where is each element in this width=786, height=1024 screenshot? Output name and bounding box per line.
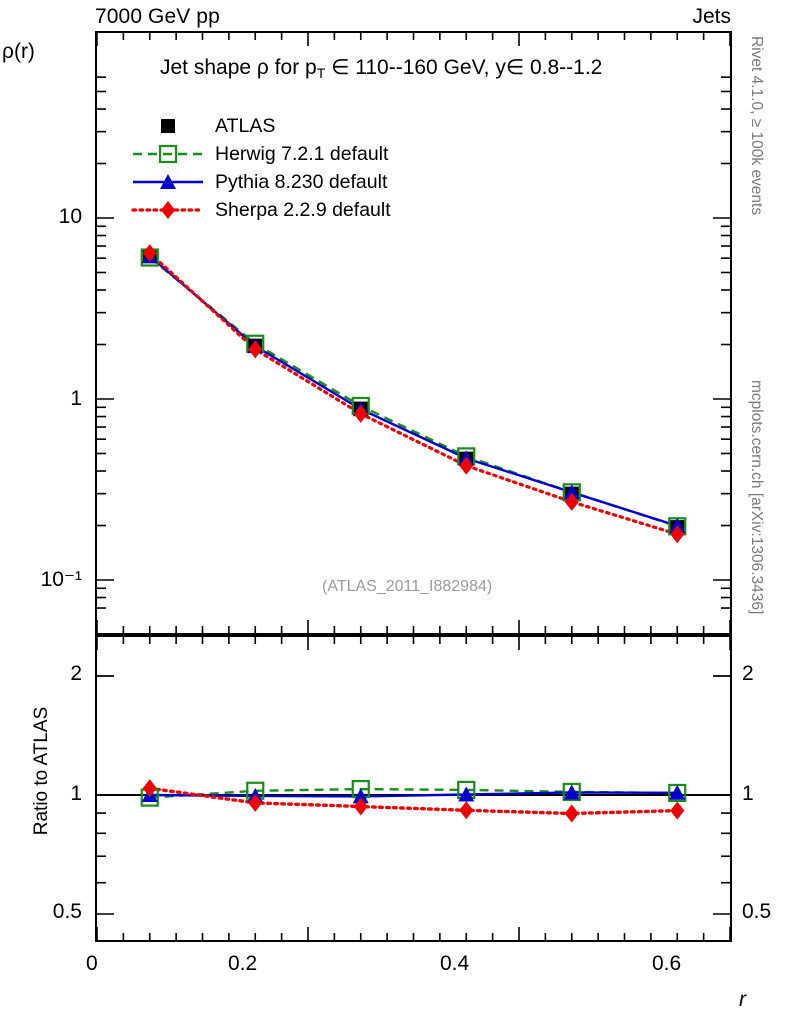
series-line: [149, 256, 678, 528]
plot-title: Jet shape ρ for pT ∈ 110--160 GeV, y∈ 0.…: [160, 55, 602, 81]
data-marker: [352, 788, 369, 804]
ratio-y-tick-label-2-left: 2: [70, 662, 82, 685]
y-tick-label-10: 10: [58, 205, 82, 228]
beam-energy-label: 7000 GeV pp: [95, 5, 220, 28]
ratio-plot-svg: [97, 637, 730, 940]
legend-key-icon: [131, 144, 205, 164]
series-line: [148, 251, 679, 536]
data-marker: [458, 786, 475, 802]
data-marker: [669, 784, 686, 800]
legend-entry[interactable]: ATLAS: [131, 112, 391, 140]
data-marker: [160, 174, 176, 189]
y-tick-label-0p1: 10⁻¹: [40, 568, 82, 591]
legend-entry[interactable]: Sherpa 2.2.9 default: [131, 196, 391, 224]
data-marker: [142, 244, 157, 263]
legend-entry[interactable]: Pythia 8.230 default: [131, 168, 391, 196]
legend-entry[interactable]: Herwig 7.2.1 default: [131, 140, 391, 168]
data-marker: [564, 492, 579, 511]
data-marker: [670, 525, 685, 544]
data-marker: [563, 484, 580, 500]
ratio-series-line: [148, 786, 679, 816]
main-data-curves: [148, 251, 679, 536]
ratio-y-tick-label-0p5-left: 0.5: [52, 900, 82, 923]
plot-title-post: ∈ 110--160 GeV, y∈ 0.8--1.2: [325, 56, 603, 79]
ratio-data-curves: [148, 786, 679, 816]
data-marker: [353, 797, 368, 816]
plot-title-pre: Jet shape ρ for p: [160, 56, 317, 79]
ratio-y-tick-label-1-right: 1: [742, 782, 754, 805]
ratio-plot-panel: [95, 635, 732, 942]
y-axis-title-main: ρ(r): [2, 40, 35, 63]
x-axis-title: r: [739, 988, 746, 1011]
main-axis-ticks: [97, 33, 730, 633]
series-line: [149, 255, 678, 528]
data-marker: [353, 404, 368, 423]
data-marker: [670, 801, 685, 820]
data-marker: [158, 144, 178, 164]
ratio-y-tick-label-1-left: 1: [70, 782, 82, 805]
main-plot-svg: [97, 33, 730, 633]
y-axis-title-ratio: Ratio to ATLAS: [31, 706, 52, 836]
legend-key-icon: [131, 200, 205, 220]
legend: ATLAS Herwig 7.2.1 default Pythia 8.230 de…: [131, 112, 391, 224]
analysis-category-label: Jets: [692, 5, 731, 28]
x-tick-label-0p6: 0.6: [652, 952, 682, 975]
mcplots-reference-label: mcplots.cern.ch [arXiv:1306.3436]: [748, 380, 765, 615]
x-tick-label-0: 0: [86, 952, 98, 975]
analysis-id-watermark: (ATLAS_2011_I882984): [322, 578, 493, 595]
data-marker: [564, 804, 579, 823]
data-marker: [142, 779, 157, 798]
legend-label: ATLAS: [215, 114, 276, 137]
x-tick-label-0p4: 0.4: [440, 952, 470, 975]
data-marker: [248, 340, 263, 359]
data-marker: [562, 782, 581, 802]
legend-label: Herwig 7.2.1 default: [215, 142, 389, 165]
x-tick-label-0p2: 0.2: [228, 952, 258, 975]
data-marker: [161, 119, 175, 133]
ratio-y-tick-label-2-right: 2: [742, 662, 754, 685]
y-tick-label-1: 1: [70, 387, 82, 410]
data-marker: [248, 793, 263, 812]
legend-label: Pythia 8.230 default: [215, 170, 388, 193]
legend-key-icon: [131, 116, 205, 136]
main-plot-panel: [95, 31, 732, 635]
legend-label: Sherpa 2.2.9 default: [215, 198, 391, 221]
rivet-version-label: Rivet 4.1.0, ≥ 100k events: [748, 36, 765, 216]
ratio-y-tick-label-0p5-right: 0.5: [742, 900, 772, 923]
data-marker: [161, 201, 175, 219]
data-marker: [459, 801, 474, 820]
data-marker: [563, 784, 580, 800]
main-data-markers: [140, 244, 687, 544]
plot-title-subscript: T: [316, 65, 326, 81]
ratio-data-markers: [140, 779, 687, 823]
data-marker: [459, 456, 474, 475]
legend-key-icon: [131, 172, 205, 192]
ratio-series-line: [149, 791, 678, 798]
